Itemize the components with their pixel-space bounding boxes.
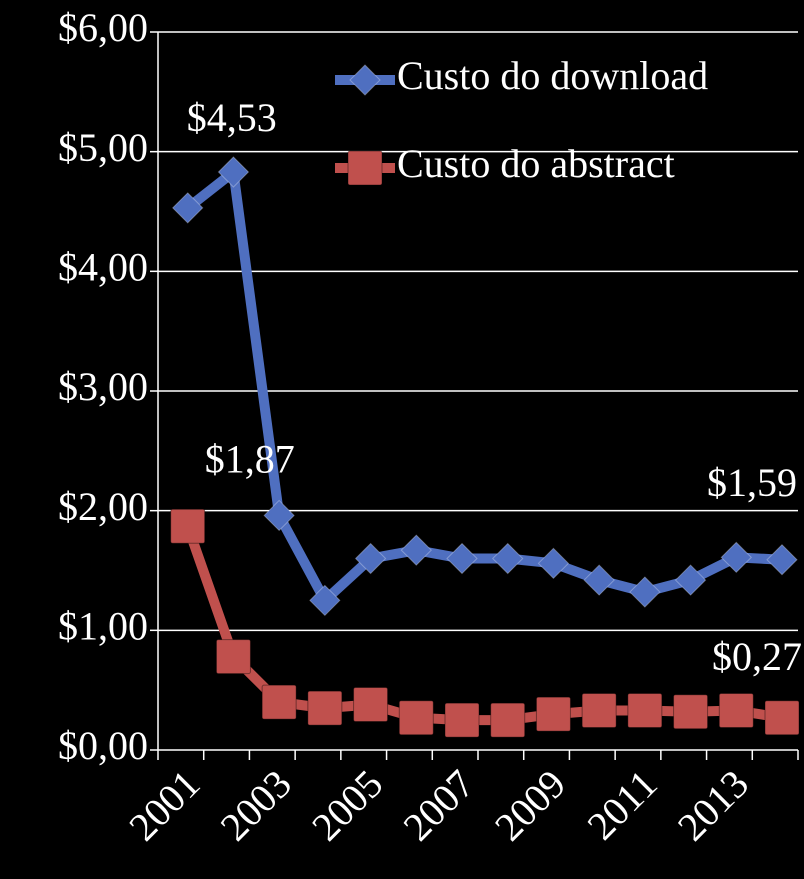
x-tick-label: 2007 (394, 761, 482, 849)
x-tick-label: 2001 (120, 761, 208, 849)
x-tick-label: 2009 (486, 761, 574, 849)
x-tick-label: 2005 (303, 761, 391, 849)
marker (400, 534, 432, 566)
y-tick-label: $1,00 (58, 604, 148, 649)
legend-label: Custo do download (397, 53, 708, 98)
y-tick-label: $4,00 (58, 245, 148, 290)
marker (170, 508, 206, 544)
series (172, 156, 798, 617)
marker (718, 693, 754, 729)
x-tick-label: 2011 (578, 761, 665, 848)
y-tick-label: $3,00 (58, 364, 148, 409)
data-label: $1,87 (205, 436, 295, 481)
marker (673, 694, 709, 730)
data-label: $0,27 (712, 634, 802, 679)
marker (309, 584, 341, 617)
marker (347, 150, 383, 186)
marker (583, 564, 615, 596)
marker (629, 576, 661, 608)
marker (766, 544, 798, 576)
marker (353, 687, 389, 723)
y-tick-label: $6,00 (58, 5, 148, 50)
series (170, 508, 800, 738)
marker (674, 564, 707, 596)
marker (627, 693, 663, 729)
marker (215, 639, 251, 675)
marker (354, 542, 387, 575)
x-tick-label: 2013 (669, 761, 757, 849)
line (184, 167, 783, 606)
marker (537, 547, 570, 580)
marker (263, 499, 295, 532)
marker (492, 542, 524, 575)
legend-label: Custo do abstract (397, 141, 675, 186)
marker (490, 702, 526, 738)
marker (446, 542, 478, 575)
marker (349, 64, 381, 96)
data-label: $1,59 (707, 460, 797, 505)
y-tick-label: $0,00 (58, 723, 148, 768)
marker (535, 696, 571, 732)
data-label: $4,53 (187, 95, 277, 140)
marker (720, 541, 752, 574)
marker (217, 156, 250, 188)
marker (581, 693, 617, 729)
marker (398, 700, 434, 736)
x-tick-label: 2003 (212, 761, 300, 849)
y-tick-label: $2,00 (58, 484, 148, 529)
marker (261, 684, 297, 720)
marker (172, 192, 204, 224)
marker (444, 702, 480, 738)
marker (307, 690, 343, 726)
marker (764, 700, 800, 736)
y-tick-label: $5,00 (58, 125, 148, 170)
